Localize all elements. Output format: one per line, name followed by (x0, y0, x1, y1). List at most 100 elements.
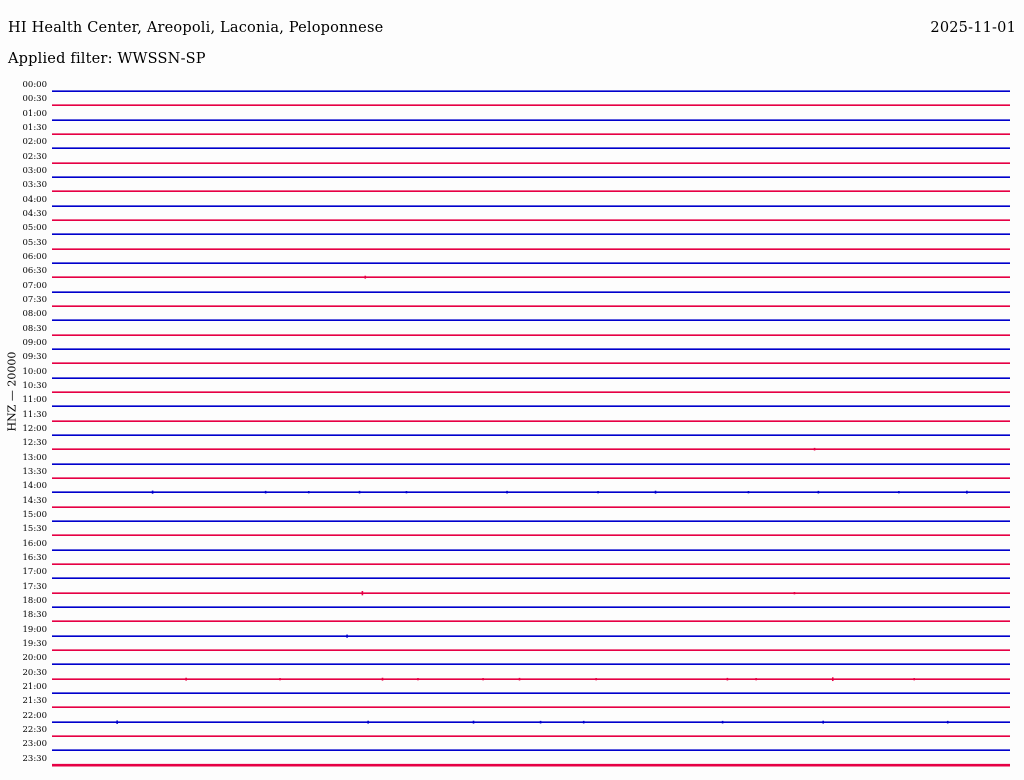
trace-row: 12:00 (23, 424, 1010, 442)
trace-time-label: 13:00 (22, 452, 48, 463)
trace-row: 14:30 (23, 496, 1010, 514)
trace-time-label: 04:30 (22, 209, 48, 219)
trace-time-label: 20:30 (22, 667, 48, 678)
trace-row: 11:30 (23, 410, 1010, 428)
trace-time-label: 03:00 (22, 166, 48, 176)
seismic-trace (52, 715, 1010, 729)
trace-time-label: 09:00 (22, 338, 48, 348)
trace-row: 13:30 (23, 467, 1010, 485)
trace-time-label: 06:30 (22, 266, 48, 277)
seismic-trace (52, 256, 1010, 270)
trace-row: 16:00 (23, 539, 1010, 557)
trace-time-label: 19:30 (22, 639, 48, 649)
trace-time-label: 21:00 (22, 682, 48, 692)
trace-row: 00:30 (23, 94, 1010, 112)
seismic-trace (52, 127, 1010, 141)
trace-row: 01:30 (23, 123, 1010, 141)
seismic-trace (52, 170, 1010, 184)
seismic-trace (52, 629, 1010, 643)
seismic-trace (52, 600, 1010, 614)
trace-time-label: 17:00 (22, 567, 48, 578)
trace-time-label: 07:30 (22, 295, 48, 305)
trace-row: 18:30 (23, 610, 1010, 628)
trace-row: 05:00 (23, 223, 1010, 241)
trace-time-label: 15:00 (22, 510, 48, 520)
y-axis-label: HNZ — 20000 (5, 351, 19, 432)
seismic-trace (52, 500, 1010, 514)
trace-row: 06:30 (23, 266, 1010, 284)
seismic-trace (52, 385, 1010, 399)
seismic-trace (52, 571, 1010, 585)
trace-row: 17:00 (23, 567, 1010, 585)
trace-time-label: 00:00 (22, 80, 48, 90)
seismic-trace (52, 356, 1010, 370)
trace-row: 04:00 (23, 195, 1010, 213)
trace-row: 09:00 (23, 338, 1010, 356)
trace-row: 01:00 (23, 109, 1010, 127)
seismic-trace (52, 84, 1010, 98)
seismic-trace (52, 313, 1010, 327)
trace-row: 20:30 (23, 668, 1010, 686)
trace-time-label: 00:30 (22, 94, 48, 105)
seismic-trace (52, 414, 1010, 428)
trace-row: 22:30 (23, 725, 1010, 743)
seismic-trace (52, 141, 1010, 155)
trace-time-label: 08:30 (22, 323, 48, 334)
trace-time-label: 05:30 (22, 237, 48, 248)
trace-time-label: 11:30 (22, 409, 48, 420)
trace-row: 16:30 (23, 553, 1010, 571)
trace-row: 11:00 (23, 395, 1010, 413)
seismic-trace (52, 227, 1010, 241)
seismic-trace (52, 184, 1010, 198)
applied-filter-label: Applied filter: WWSSN-SP (8, 51, 206, 67)
seismic-trace (52, 399, 1010, 413)
trace-time-label: 06:00 (22, 252, 48, 262)
seismic-trace (52, 428, 1010, 442)
trace-row: 23:00 (23, 739, 1010, 757)
page-title: HI Health Center, Areopoli, Laconia, Pel… (8, 20, 384, 36)
trace-time-label: 15:30 (22, 524, 48, 535)
trace-time-label: 07:00 (22, 280, 48, 291)
trace-row: 10:30 (23, 381, 1010, 399)
trace-row: 05:30 (23, 238, 1010, 256)
trace-row: 09:30 (23, 352, 1010, 370)
seismic-trace (52, 213, 1010, 227)
trace-time-label: 05:00 (22, 223, 48, 234)
trace-row: 14:00 (23, 481, 1010, 499)
seismic-trace (52, 113, 1010, 127)
trace-row: 15:00 (23, 510, 1010, 528)
seismic-trace (52, 657, 1010, 671)
seismic-trace (52, 328, 1010, 342)
seismic-trace (52, 758, 1010, 772)
seismic-trace (52, 514, 1010, 528)
seismic-trace (52, 557, 1010, 571)
seismic-trace (52, 729, 1010, 743)
trace-time-label: 16:30 (22, 553, 48, 563)
trace-row: 03:30 (23, 180, 1010, 198)
seismic-trace (52, 700, 1010, 714)
trace-time-label: 19:00 (22, 624, 48, 635)
trace-time-label: 08:00 (22, 309, 48, 320)
seismic-trace (52, 586, 1010, 600)
trace-time-label: 14:00 (22, 481, 48, 492)
trace-time-label: 10:30 (22, 381, 48, 391)
trace-time-label: 01:30 (22, 123, 48, 133)
trace-time-label: 23:30 (22, 753, 48, 764)
trace-row: 00:00 (23, 80, 1010, 98)
seismic-trace (52, 614, 1010, 628)
trace-row: 22:00 (23, 711, 1010, 729)
trace-row: 17:30 (23, 582, 1010, 600)
trace-time-label: 11:00 (22, 395, 48, 406)
seismic-trace (52, 471, 1010, 485)
seismic-trace (52, 199, 1010, 213)
trace-row: 08:30 (23, 324, 1010, 342)
trace-time-label: 04:00 (22, 194, 48, 205)
seismic-trace (52, 242, 1010, 256)
seismic-trace (52, 457, 1010, 471)
trace-time-label: 22:30 (22, 725, 48, 735)
trace-time-label: 22:00 (22, 710, 48, 721)
trace-row: 02:30 (23, 152, 1010, 170)
trace-time-label: 23:00 (22, 739, 48, 750)
trace-time-label: 12:30 (22, 438, 48, 449)
